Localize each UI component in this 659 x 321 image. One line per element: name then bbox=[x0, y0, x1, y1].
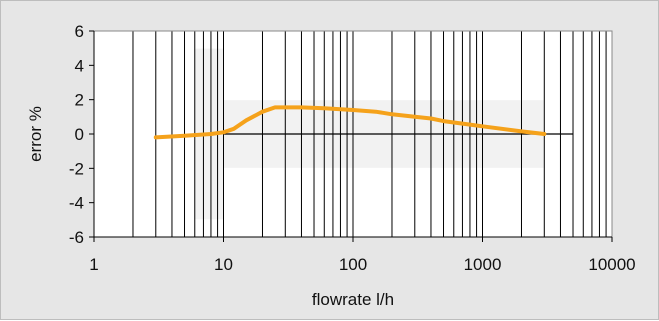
y-tick-label: 0 bbox=[75, 125, 84, 144]
x-tick-label: 1000 bbox=[464, 255, 502, 274]
y-tick-label: 2 bbox=[75, 91, 84, 110]
data-point bbox=[429, 117, 433, 121]
data-point bbox=[283, 105, 287, 109]
x-tick-label: 1 bbox=[89, 255, 98, 274]
y-tick-label: 6 bbox=[75, 22, 84, 41]
data-point bbox=[273, 105, 277, 109]
data-point bbox=[222, 130, 225, 134]
data-point bbox=[299, 105, 303, 109]
y-tick-label: 4 bbox=[75, 56, 84, 75]
data-point bbox=[232, 127, 236, 131]
data-point bbox=[374, 110, 378, 114]
x-tick-label: 10 bbox=[214, 255, 233, 274]
data-point bbox=[481, 124, 484, 128]
y-tick-label: -2 bbox=[69, 159, 84, 178]
y-axis-title: error % bbox=[26, 106, 45, 162]
data-point bbox=[154, 135, 158, 139]
data-point bbox=[244, 118, 248, 122]
data-point bbox=[183, 134, 187, 138]
data-point bbox=[260, 110, 264, 114]
data-point bbox=[322, 106, 326, 110]
x-axis-title: flowrate l/h bbox=[312, 290, 394, 309]
x-tick-label: 100 bbox=[339, 255, 367, 274]
y-tick-label: -4 bbox=[69, 194, 84, 213]
data-point bbox=[542, 132, 546, 136]
data-point bbox=[442, 119, 446, 123]
data-point bbox=[390, 112, 394, 116]
y-tick-label: -6 bbox=[69, 228, 84, 247]
x-tick-label: 10000 bbox=[588, 255, 635, 274]
data-point bbox=[351, 108, 355, 112]
data-point bbox=[468, 123, 472, 127]
data-point bbox=[519, 129, 523, 133]
data-point bbox=[209, 132, 213, 136]
data-point bbox=[413, 115, 417, 119]
